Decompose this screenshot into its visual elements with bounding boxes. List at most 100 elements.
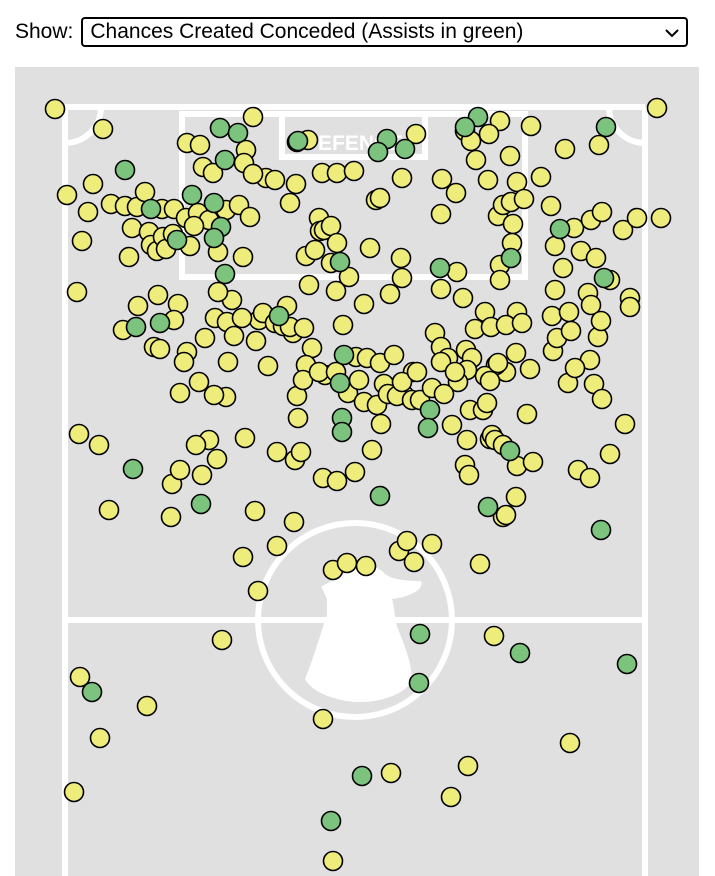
chance-dot <box>544 279 566 301</box>
assist-dot <box>499 440 521 462</box>
chance-dot <box>369 187 391 209</box>
chance-dot <box>391 267 413 289</box>
chance-dot <box>88 434 110 456</box>
assist-dot <box>367 141 389 163</box>
chance-dot <box>489 110 511 132</box>
chance-dot <box>446 261 468 283</box>
chance-dot <box>287 407 309 429</box>
chance-dot <box>457 755 479 777</box>
chance-dot <box>239 206 261 228</box>
assist-dot <box>454 116 476 138</box>
chance-dot <box>502 213 524 235</box>
chance-dot <box>169 382 191 404</box>
chance-dot <box>585 247 607 269</box>
chance-dot <box>322 850 344 872</box>
chance-dot <box>483 625 505 647</box>
assist-dot <box>140 198 162 220</box>
chance-dot <box>189 134 211 156</box>
chance-dot <box>304 239 326 261</box>
chance-dot <box>320 215 342 237</box>
chance-dot <box>469 553 491 575</box>
assist-dot <box>329 251 351 273</box>
chance-dot <box>266 441 288 463</box>
assist-dot <box>417 417 439 439</box>
chance-dot <box>554 138 576 160</box>
chance-dot <box>183 215 205 237</box>
assist-dot <box>409 623 431 645</box>
assist-dot <box>616 653 638 675</box>
chance-dot <box>66 281 88 303</box>
assist-dot <box>203 227 225 249</box>
chance-dot <box>336 552 358 574</box>
chance-dot <box>217 351 239 373</box>
chance-dot <box>285 173 307 195</box>
chance-dot <box>242 106 264 128</box>
assist-dot <box>166 229 188 251</box>
chance-dot <box>487 352 509 374</box>
chance-dot <box>505 342 527 364</box>
assist-dot <box>500 247 522 269</box>
chance-dot <box>89 727 111 749</box>
chance-dot <box>406 361 428 383</box>
chance-dot <box>599 443 621 465</box>
chance-dot <box>188 371 210 393</box>
assist-dot <box>214 263 236 285</box>
chance-dot <box>544 235 566 257</box>
chance-dot <box>580 294 602 316</box>
assist-dot <box>287 130 309 152</box>
chance-dot <box>231 307 253 329</box>
chance-dot <box>383 344 405 366</box>
chance-dot <box>279 192 301 214</box>
chance-dot <box>390 247 412 269</box>
chance-dot <box>207 281 229 303</box>
chance-dot <box>348 369 370 391</box>
assist-dot <box>81 681 103 703</box>
chance-dot <box>440 786 462 808</box>
chance-dot <box>391 167 413 189</box>
chance-dot <box>173 351 195 373</box>
chance-dot <box>391 371 413 393</box>
chance-dot <box>530 166 552 188</box>
chance-dot <box>619 296 641 318</box>
chance-dot <box>591 201 613 223</box>
chance-dot <box>293 317 315 339</box>
chance-dot <box>564 357 586 379</box>
chance-dot <box>444 361 466 383</box>
assist-dot <box>209 117 231 139</box>
chance-dot <box>147 284 169 306</box>
chance-dot <box>92 118 114 140</box>
chance-dot <box>355 555 377 577</box>
show-select[interactable]: Chances Created Conceded (Assists in gre… <box>81 17 689 47</box>
chance-dot <box>202 162 224 184</box>
chance-dot <box>290 441 312 463</box>
chance-dot <box>353 293 375 315</box>
chance-dot <box>560 320 582 342</box>
chance-dot <box>465 149 487 171</box>
assist-dot <box>149 312 171 334</box>
chance-dot <box>312 708 334 730</box>
assist-dot <box>268 305 290 327</box>
chance-dot <box>430 203 452 225</box>
chance-dot <box>149 338 171 360</box>
chance-dot <box>540 195 562 217</box>
chance-dot <box>513 188 535 210</box>
chance-dot <box>134 181 156 203</box>
corner-dot <box>646 97 668 119</box>
chance-dot <box>82 173 104 195</box>
chance-dot <box>458 464 480 486</box>
chance-dot <box>499 145 521 167</box>
chance-dot <box>588 134 610 156</box>
chance-dot <box>522 451 544 473</box>
chance-dot <box>396 530 418 552</box>
chance-dot <box>206 448 228 470</box>
corner-arc-left <box>64 106 104 146</box>
chance-dot <box>298 274 320 296</box>
chance-dot <box>332 314 354 336</box>
chance-dot <box>191 464 213 486</box>
chance-dot <box>326 162 348 184</box>
chance-dot <box>169 459 191 481</box>
chance-dot <box>185 434 207 456</box>
chance-dot <box>379 283 401 305</box>
chance-dot <box>380 762 402 784</box>
chance-dot <box>477 169 499 191</box>
